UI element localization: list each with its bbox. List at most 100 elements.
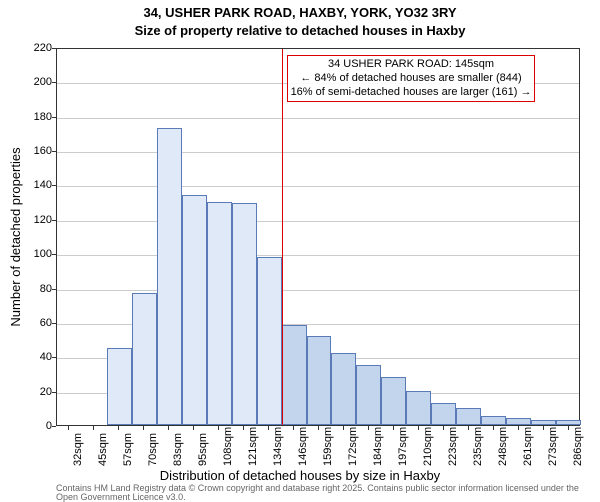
y-tick-label: 20 [22, 386, 52, 398]
x-tick [343, 426, 344, 430]
y-tick-label: 160 [22, 145, 52, 157]
x-tick [468, 426, 469, 430]
y-tick [52, 117, 56, 118]
histogram-bar [481, 416, 506, 425]
x-tick-label: 273sqm [547, 427, 559, 466]
x-tick [143, 426, 144, 430]
x-tick [443, 426, 444, 430]
y-tick-label: 40 [22, 351, 52, 363]
x-tick-label: 121sqm [247, 427, 259, 466]
annotation-line: ← 84% of detached houses are smaller (84… [291, 72, 532, 86]
x-tick-label: 57sqm [122, 433, 134, 466]
x-tick [68, 426, 69, 430]
histogram-bar [307, 336, 332, 425]
chart-title-line1: 34, USHER PARK ROAD, HAXBY, YORK, YO32 3… [0, 4, 600, 22]
y-tick-label: 220 [22, 42, 52, 54]
y-tick [52, 220, 56, 221]
y-tick-label: 80 [22, 283, 52, 295]
y-axis-title: Number of detached properties [8, 147, 23, 326]
x-tick-label: 210sqm [422, 427, 434, 466]
y-tick [52, 48, 56, 49]
histogram-bar [157, 128, 182, 425]
y-tick-label: 0 [22, 420, 52, 432]
histogram-bar [232, 203, 257, 425]
x-tick [118, 426, 119, 430]
x-tick-label: 197sqm [397, 427, 409, 466]
histogram-bar [431, 403, 456, 425]
x-tick [268, 426, 269, 430]
x-tick-label: 32sqm [72, 433, 84, 466]
annotation-line: 34 USHER PARK ROAD: 145sqm [291, 58, 532, 72]
x-tick [493, 426, 494, 430]
histogram-bar [257, 257, 282, 425]
gridline [57, 118, 579, 119]
histogram-bar [356, 365, 381, 425]
histogram-bar [207, 202, 232, 425]
x-tick [168, 426, 169, 430]
y-tick [52, 151, 56, 152]
annotation-box: 34 USHER PARK ROAD: 145sqm← 84% of detac… [287, 55, 536, 102]
gridline [57, 255, 579, 256]
x-tick-label: 159sqm [322, 427, 334, 466]
x-tick-label: 261sqm [522, 427, 534, 466]
x-tick-label: 286sqm [572, 427, 584, 466]
y-tick-label: 60 [22, 317, 52, 329]
gridline [57, 221, 579, 222]
histogram-chart: 34 USHER PARK ROAD: 145sqm← 84% of detac… [56, 48, 580, 426]
x-tick [368, 426, 369, 430]
x-tick [543, 426, 544, 430]
x-tick-label: 223sqm [447, 427, 459, 466]
histogram-bar [182, 195, 207, 425]
histogram-bar [331, 353, 356, 425]
x-axis-title: Distribution of detached houses by size … [0, 468, 600, 483]
x-tick-label: 70sqm [147, 433, 159, 466]
x-tick [568, 426, 569, 430]
y-tick [52, 357, 56, 358]
histogram-bar [556, 420, 581, 425]
x-tick-label: 95sqm [197, 433, 209, 466]
x-tick [418, 426, 419, 430]
gridline [57, 186, 579, 187]
y-tick [52, 323, 56, 324]
y-tick-label: 200 [22, 76, 52, 88]
y-tick [52, 254, 56, 255]
x-tick-label: 172sqm [347, 427, 359, 466]
x-tick [393, 426, 394, 430]
x-tick [218, 426, 219, 430]
x-tick [93, 426, 94, 430]
y-tick [52, 185, 56, 186]
y-tick [52, 392, 56, 393]
y-tick-label: 120 [22, 214, 52, 226]
gridline [57, 152, 579, 153]
y-tick [52, 82, 56, 83]
chart-title-line2: Size of property relative to detached ho… [0, 22, 600, 40]
x-tick [318, 426, 319, 430]
histogram-bar [456, 408, 481, 425]
credits-text: Contains HM Land Registry data © Crown c… [56, 484, 600, 502]
histogram-bar [531, 420, 556, 425]
x-tick-label: 146sqm [297, 427, 309, 466]
histogram-bar [406, 391, 431, 425]
y-tick-label: 100 [22, 248, 52, 260]
x-tick-label: 235sqm [472, 427, 484, 466]
x-tick [293, 426, 294, 430]
y-tick [52, 289, 56, 290]
histogram-bar [381, 377, 406, 425]
x-tick [193, 426, 194, 430]
x-tick-label: 134sqm [272, 427, 284, 466]
x-tick [243, 426, 244, 430]
y-tick-label: 180 [22, 111, 52, 123]
annotation-line: 16% of semi-detached houses are larger (… [291, 86, 532, 100]
histogram-bar [107, 348, 132, 425]
x-tick-label: 45sqm [97, 433, 109, 466]
marker-line [282, 49, 283, 425]
histogram-bar [506, 418, 531, 425]
x-tick-label: 83sqm [172, 433, 184, 466]
x-tick-label: 184sqm [372, 427, 384, 466]
gridline [57, 290, 579, 291]
y-tick-label: 140 [22, 179, 52, 191]
histogram-bar [282, 325, 307, 425]
y-tick [52, 426, 56, 427]
histogram-bar [132, 293, 157, 425]
x-tick-label: 248sqm [497, 427, 509, 466]
